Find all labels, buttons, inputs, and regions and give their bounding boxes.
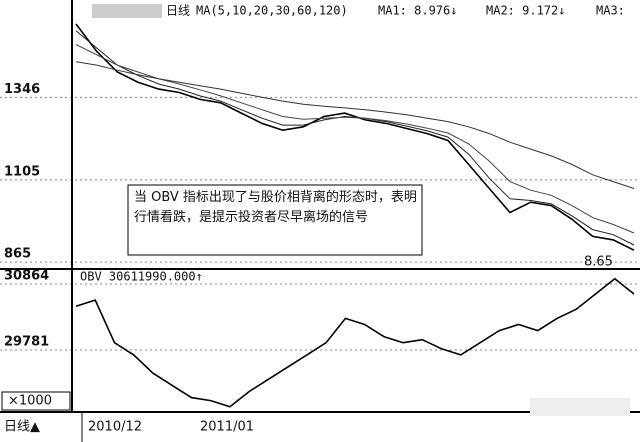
- blurred-name: [92, 4, 162, 18]
- period-label: 日线▲: [4, 420, 40, 435]
- unit-box: [1, 391, 71, 411]
- annotation-box: [127, 184, 423, 256]
- y-tick-label: 865: [4, 247, 31, 262]
- x-label: 2010/12: [88, 420, 142, 435]
- line: [75, 277, 635, 408]
- ma1-value: MA1: 8.976↓: [378, 4, 457, 18]
- ma3-value: MA3:: [596, 4, 625, 18]
- line: [75, 23, 635, 251]
- unit-label: ×1000: [8, 394, 52, 409]
- ma2-value: MA2: 9.172↓: [486, 4, 565, 18]
- period: 日线: [166, 4, 190, 18]
- blurred-watermark: [530, 398, 630, 416]
- obv-title: OBV 30611990.000↑: [80, 270, 203, 284]
- annotation-text: 当 OBV 指标出现了与股价相背离的形态时，表明行情看跌，是提示投资者尽早离场的…: [134, 190, 417, 225]
- ma-params: MA(5,10,20,30,60,120): [196, 4, 348, 18]
- y-tick-label: 1105: [4, 164, 40, 179]
- obv-panel: 29781 30864: [0, 269, 640, 408]
- y-tick-label: 29781: [4, 334, 49, 349]
- y-tick-label: 1346: [4, 82, 40, 97]
- last-price: 8.65: [584, 255, 613, 270]
- annotation: 当 OBV 指标出现了与股价相背离的形态时，表明行情看跌，是提示投资者尽早离场的…: [134, 190, 417, 225]
- line: [75, 61, 635, 189]
- x-label: 2011/01: [200, 420, 254, 435]
- y-tick-label: 30864: [4, 269, 49, 284]
- line: [75, 44, 635, 234]
